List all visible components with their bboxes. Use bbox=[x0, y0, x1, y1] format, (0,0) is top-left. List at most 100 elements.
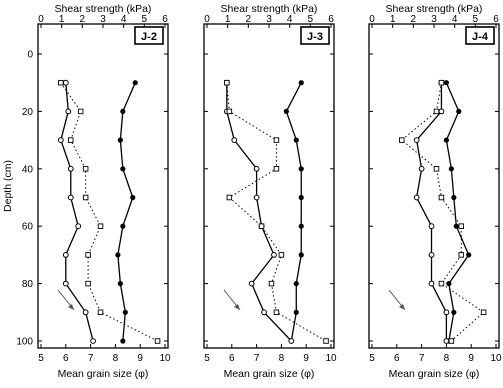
top-tick-label: 3 bbox=[100, 14, 106, 25]
trend-arrow-head bbox=[399, 304, 405, 310]
data-point-open-circle bbox=[67, 165, 74, 172]
depth-tick-label: 80 bbox=[22, 279, 34, 290]
data-point-open-square bbox=[226, 194, 233, 201]
depth-tick-label: 60 bbox=[22, 222, 34, 233]
data-point-open-square bbox=[458, 252, 465, 258]
top-tick-label: 1 bbox=[225, 14, 231, 25]
data-point-open-circle bbox=[428, 280, 435, 287]
plot-frame bbox=[203, 23, 335, 349]
data-point-filled bbox=[443, 80, 449, 86]
data-point-open-square bbox=[458, 223, 465, 229]
data-point-open-square bbox=[97, 223, 104, 229]
top-tick-label: 2 bbox=[80, 14, 86, 25]
data-point-open-square bbox=[154, 338, 161, 344]
top-tick-label: 0 bbox=[204, 14, 210, 25]
data-point-filled bbox=[117, 281, 123, 287]
data-point-filled bbox=[443, 137, 449, 143]
data-point-open-circle bbox=[231, 137, 238, 144]
data-point-open-circle bbox=[62, 79, 69, 86]
top-axis-label: Shear strength (kPa) bbox=[221, 3, 318, 15]
trend-arrow-head bbox=[234, 304, 240, 310]
data-point-filled bbox=[448, 166, 454, 172]
data-point-open-square bbox=[85, 252, 91, 258]
bottom-tick-label: 8 bbox=[279, 353, 285, 364]
data-point-filled bbox=[456, 108, 462, 114]
data-point-open-square bbox=[226, 108, 233, 115]
bottom-axis-label: Mean grain size (φ) bbox=[389, 368, 480, 380]
bottom-tick-label: 6 bbox=[63, 353, 69, 364]
plot-frame bbox=[368, 23, 500, 349]
data-point-open-circle bbox=[443, 338, 450, 344]
data-point-filled bbox=[293, 281, 299, 287]
bottom-tick-label: 5 bbox=[369, 353, 375, 364]
top-axis-label: Shear strength (kPa) bbox=[55, 3, 152, 15]
trend-arrow-head bbox=[68, 304, 74, 310]
data-point-open-circle bbox=[413, 137, 420, 144]
data-point-open-square bbox=[438, 280, 445, 287]
data-point-open-circle bbox=[261, 309, 267, 316]
data-point-open-square bbox=[82, 194, 89, 201]
data-point-open-circle bbox=[67, 194, 74, 201]
top-tick-label: 2 bbox=[246, 14, 252, 25]
data-point-open-circle bbox=[75, 223, 82, 230]
data-point-filled bbox=[120, 223, 126, 229]
y-axis-label: Depth (cm) bbox=[2, 160, 14, 212]
top-tick-label: 5 bbox=[473, 14, 479, 25]
data-point-open-circle bbox=[428, 223, 435, 230]
panel-label-box bbox=[300, 26, 330, 45]
data-point-open-circle bbox=[253, 194, 260, 201]
bottom-tick-label: 10 bbox=[490, 353, 502, 364]
series-line-solid-filled bbox=[117, 82, 136, 342]
data-point-open-circle bbox=[248, 280, 255, 287]
bottom-tick-label: 9 bbox=[468, 353, 474, 364]
data-point-filled bbox=[132, 80, 138, 86]
data-point-open-circle bbox=[443, 309, 450, 316]
top-tick-label: 0 bbox=[38, 14, 44, 25]
data-point-open-square bbox=[399, 137, 405, 143]
depth-tick-label: 0 bbox=[27, 50, 33, 61]
data-point-open-square bbox=[323, 338, 329, 344]
data-point-open-square bbox=[85, 280, 91, 287]
data-point-open-circle bbox=[90, 338, 96, 344]
data-point-open-circle bbox=[428, 252, 435, 258]
data-point-filled bbox=[298, 166, 304, 172]
depth-tick-label: 100 bbox=[16, 337, 33, 348]
plot-frame bbox=[37, 23, 169, 349]
data-point-open-circle bbox=[418, 165, 425, 172]
bottom-tick-label: 7 bbox=[88, 353, 94, 364]
data-point-open-square bbox=[97, 309, 104, 316]
data-point-open-circle bbox=[82, 309, 89, 316]
data-point-open-square bbox=[448, 338, 455, 344]
top-tick-label: 4 bbox=[121, 14, 127, 25]
data-point-filled bbox=[130, 194, 136, 201]
data-point-open-square bbox=[58, 79, 64, 86]
series-line-dotted-open bbox=[226, 82, 327, 342]
bottom-tick-label: 7 bbox=[254, 353, 260, 364]
bottom-tick-label: 6 bbox=[394, 353, 400, 364]
data-point-open-circle bbox=[253, 165, 260, 172]
series-line-solid-open bbox=[60, 82, 94, 342]
data-point-filled bbox=[120, 338, 126, 344]
bottom-tick-label: 8 bbox=[444, 353, 450, 364]
data-point-filled bbox=[453, 223, 459, 229]
data-point-filled bbox=[466, 252, 472, 258]
data-point-open-square bbox=[438, 79, 445, 86]
data-point-open-circle bbox=[271, 252, 277, 258]
data-point-open-square bbox=[278, 252, 285, 258]
data-point-open-square bbox=[68, 137, 74, 143]
series-line-solid-open bbox=[226, 82, 292, 342]
data-point-filled bbox=[117, 137, 123, 143]
data-point-open-square bbox=[438, 194, 445, 201]
top-tick-label: 3 bbox=[266, 14, 272, 25]
top-tick-label: 6 bbox=[493, 14, 499, 25]
data-point-open-square bbox=[480, 309, 487, 316]
bottom-tick-label: 10 bbox=[159, 353, 171, 364]
data-point-open-circle bbox=[62, 252, 69, 258]
series-line-solid-filled bbox=[445, 82, 470, 342]
bottom-axis-label: Mean grain size (φ) bbox=[58, 368, 149, 380]
data-point-open-square bbox=[273, 309, 280, 316]
data-point-open-square bbox=[273, 137, 280, 143]
top-tick-label: 6 bbox=[328, 14, 334, 25]
bottom-tick-label: 5 bbox=[204, 353, 210, 364]
